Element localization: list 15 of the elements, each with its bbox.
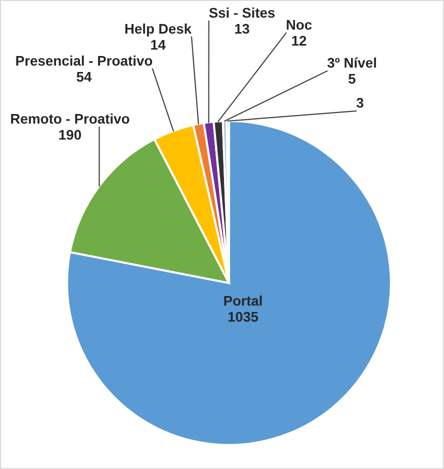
data-label: 13: [235, 24, 250, 34]
slice-label: 3º Nível: [327, 57, 376, 68]
data-label: 1035: [228, 312, 258, 322]
data-label: 12: [292, 36, 306, 46]
data-label: 3: [356, 98, 364, 108]
data-label: 5: [348, 74, 356, 84]
data-label: 14: [151, 40, 166, 50]
slice-label: Noc: [286, 20, 312, 30]
slice-label: Remoto - Proativo: [11, 114, 130, 124]
data-label: 54: [76, 72, 92, 82]
slice-label: Help Desk: [125, 24, 192, 36]
slice-label: Ssi - Sites: [209, 8, 275, 18]
slice-label: Presencial - Proativo: [16, 56, 152, 66]
slice-label: Portal: [224, 296, 262, 306]
data-label: 190: [59, 130, 82, 140]
